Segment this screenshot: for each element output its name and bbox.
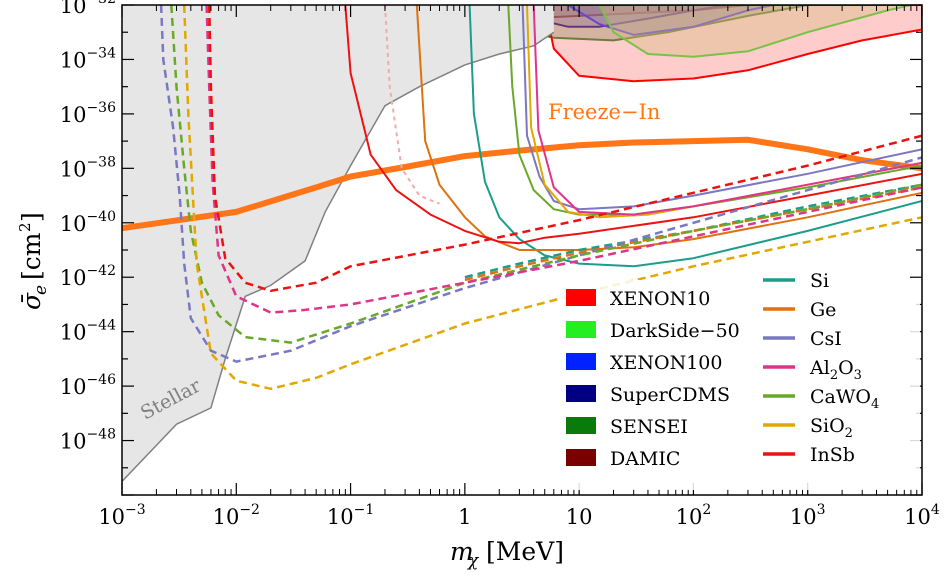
- x-tick-label: 10−2: [213, 502, 260, 529]
- series-insb: [344, 5, 922, 245]
- legend-label-darkside-50: DarkSide−50: [610, 320, 740, 342]
- legend-swatch-darkside-50: [566, 321, 596, 338]
- series-insb-dashed: [207, 5, 922, 293]
- y-tick-label: 10−34: [60, 45, 116, 72]
- series-si-dashed: [464, 183, 922, 279]
- svg-text:e: e: [31, 285, 51, 295]
- stellar-boundary: [122, 31, 555, 482]
- legend-label-csi: CsI: [810, 328, 842, 350]
- y-tick-label: 10−44: [60, 318, 116, 345]
- legend-swatch-sensei: [566, 417, 596, 434]
- svg-text:]: ]: [17, 212, 46, 222]
- svg-text:[cm: [cm: [17, 232, 46, 280]
- y-tick-label: 10−46: [60, 372, 116, 399]
- legend-swatch-supercdms: [566, 385, 596, 402]
- svg-text:σ̄: σ̄: [17, 292, 46, 310]
- region-darkside-50: [598, 5, 912, 58]
- series-al2o3-dashed: [205, 5, 922, 314]
- y-tick-label: 10−36: [60, 100, 116, 127]
- stellar-region: [122, 5, 555, 482]
- y-tick-label: 10−32: [60, 0, 116, 18]
- legend-label-sio2: SiO2: [810, 415, 853, 441]
- y-tick-label: 10−42: [60, 263, 116, 290]
- x-tick-label: 10: [566, 505, 593, 529]
- series-si: [468, 5, 922, 268]
- svg-text:[MeV]: [MeV]: [486, 537, 564, 566]
- legend-label-damic: DAMIC: [610, 448, 680, 470]
- y-tick-label: 10−48: [60, 427, 116, 454]
- series-sio2-dashed: [182, 5, 922, 391]
- legend-swatch-damic: [566, 449, 596, 466]
- legend-label-insb: InSb: [810, 444, 855, 466]
- exclusion-regions: [438, 5, 922, 83]
- series-csi-dashed: [159, 5, 922, 363]
- legend-label-al2o3: Al2O3: [809, 357, 862, 383]
- projection-lines: [122, 5, 922, 391]
- legend-label-xenon10: XENON10: [610, 288, 710, 310]
- series-cawo4-dashed: [170, 5, 922, 344]
- y-axis-title: σ̄ e [cm 2 ]: [16, 212, 51, 310]
- x-tick-label: 10−3: [98, 502, 145, 529]
- legend-label-xenon100: XENON100: [610, 352, 723, 374]
- legend-label-supercdms: SuperCDMS: [610, 384, 730, 406]
- legend-label-si: Si: [810, 270, 829, 292]
- legend-label-sensei: SENSEI: [610, 416, 688, 438]
- freeze-in-label: Freeze−In: [548, 100, 660, 124]
- series-cawo4: [507, 5, 922, 216]
- region-xenon100: [566, 5, 774, 36]
- legend: XENON10 DarkSide−50 XENON100 SuperCDMS SENSE…: [560, 270, 920, 490]
- legend-swatch-xenon10: [566, 289, 596, 306]
- series-al2o3: [532, 5, 922, 216]
- x-tick-label: 10−1: [327, 502, 374, 529]
- stellar-fill: [122, 5, 554, 482]
- legend-label-cawo4: CaWO4: [810, 386, 879, 412]
- legend-swatch-xenon100: [566, 353, 596, 370]
- x-tick-label: 102: [676, 502, 712, 529]
- region-xenon10: [543, 5, 922, 83]
- x-axis-title: m χ [MeV]: [450, 537, 564, 571]
- axis-tick-labels: 10−3 10−2 10−1 1 10 102 103 104 10−48 10−46 10−44 1…: [60, 0, 940, 529]
- x-tick-label: 103: [790, 502, 826, 529]
- svg-text:χ: χ: [467, 551, 480, 571]
- series-csi: [521, 5, 922, 211]
- x-tick-label: 1: [458, 505, 471, 529]
- series-freeze-in: [122, 136, 922, 232]
- y-tick-label: 10−38: [60, 154, 116, 181]
- series-ge: [415, 5, 922, 251]
- svg-text:2: 2: [16, 222, 34, 232]
- y-tick-label: 10−40: [60, 209, 116, 236]
- legend-label-ge: Ge: [810, 299, 836, 321]
- legend-background: [560, 280, 920, 490]
- x-tick-label: 104: [904, 502, 940, 529]
- svg-text:m: m: [450, 537, 474, 566]
